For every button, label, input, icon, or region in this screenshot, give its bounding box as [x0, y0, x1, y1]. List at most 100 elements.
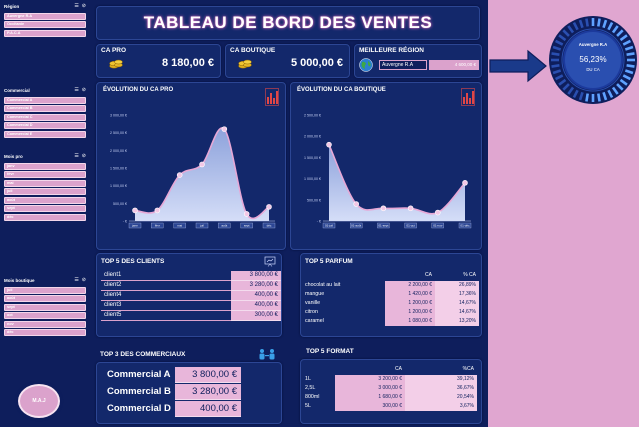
table-row: 800ml 1 680,00 €20,54% — [303, 393, 477, 402]
y-tick-label: 3 000,00 € — [110, 114, 127, 118]
slicer-title: Région — [4, 4, 20, 9]
slicer-item[interactable]: déc — [4, 213, 86, 221]
table-row: client5 300,00 € — [101, 311, 281, 321]
x-tick-label: 01-déc — [460, 224, 470, 228]
data-point — [435, 209, 441, 216]
gauge-tick — [624, 69, 634, 75]
multi-select-icon[interactable]: ☰ — [74, 3, 79, 9]
slicer-mois-boutique: Mois boutique ☰ ⊘ juil août sept oct nov d… — [2, 276, 88, 336]
slicer-item[interactable]: Auvergne R.A — [4, 12, 86, 20]
data-point — [380, 205, 387, 212]
gauge-tick — [607, 89, 614, 99]
data-point — [154, 207, 161, 214]
commercial-name: Commercial B — [107, 386, 171, 397]
slicer-item[interactable]: mai — [4, 179, 86, 187]
parfum-pct: 17,36% — [435, 290, 479, 299]
multi-select-icon[interactable]: ☰ — [74, 87, 79, 93]
clear-filter-icon[interactable]: ⊘ — [81, 277, 86, 283]
data-point — [407, 205, 414, 212]
slicer-item[interactable]: Commercial C — [4, 113, 86, 121]
gauge-tick — [552, 45, 562, 51]
y-tick-label: - € — [123, 220, 127, 224]
table-row: mangue 1 420,00 €17,36% — [303, 290, 479, 299]
slicer-item[interactable]: Commercial D — [4, 122, 86, 129]
chart-ca-pro-panel: ÉVOLUTION DU CA PRO - € 500,00 € 1 000,00 … — [96, 82, 286, 250]
slicer-item[interactable]: Commercial E — [4, 130, 86, 138]
slicer-item[interactable]: juil — [4, 286, 86, 294]
globe-icon — [359, 58, 373, 72]
x-tick-box — [173, 222, 186, 229]
parfum-pct: 13,20% — [435, 317, 479, 326]
slicer-item[interactable]: févr — [4, 171, 86, 178]
kpi-label: CA BOUTIQUE — [230, 47, 276, 54]
gauge-tick — [585, 93, 589, 102]
kpi-ca-pro: CA PRO 8 180,00 € — [96, 44, 221, 78]
column-header: %CA — [462, 366, 474, 372]
parfum-name: caramel — [305, 318, 324, 324]
slicer-item[interactable]: Occitanie — [4, 21, 86, 28]
table-header: CA %CA — [303, 365, 477, 374]
parfum-name: mangue — [305, 291, 325, 297]
gauge-ring — [549, 16, 637, 104]
x-tick-box — [151, 222, 164, 229]
y-tick-label: 1 000,00 € — [304, 177, 321, 181]
gauge-tick — [597, 18, 601, 27]
slicer-title: Mois boutique — [4, 278, 35, 283]
format-ca: 3 000,00 € — [335, 384, 405, 393]
data-point — [353, 201, 359, 207]
y-tick-label: 1 500,00 € — [110, 167, 127, 171]
top-format-panel: CA %CA 1L 3 200,00 €39,12% 2,5L 3 000,00 €… — [300, 359, 482, 424]
slicer-item[interactable]: janv — [4, 162, 86, 170]
gauge-tick — [616, 29, 624, 37]
format-name: 1L — [305, 376, 311, 382]
page-title: TABLEAU DE BORD DES VENTES — [143, 13, 433, 32]
x-tick-box — [240, 222, 253, 229]
clear-filter-icon[interactable]: ⊘ — [81, 87, 86, 93]
x-tick-label: 01-nov — [433, 224, 443, 228]
x-tick-box — [128, 222, 142, 229]
table-row: client4 400,00 € — [101, 291, 281, 301]
people-icon — [259, 349, 275, 360]
clear-filter-icon[interactable]: ⊘ — [81, 153, 86, 159]
client-value: 400,00 € — [231, 291, 281, 301]
slicer-item[interactable]: juil — [4, 188, 86, 195]
gauge-tick — [572, 21, 579, 31]
multi-select-icon[interactable]: ☰ — [74, 277, 79, 283]
x-tick-box — [218, 222, 231, 229]
chart-title: ÉVOLUTION DU CA BOUTIQUE — [297, 87, 386, 93]
maj-button[interactable]: M.A.J — [18, 384, 60, 418]
slicer-item[interactable]: P.A.C.A — [4, 29, 86, 37]
x-tick-box — [431, 222, 444, 229]
gauge-tick — [626, 52, 635, 56]
slicer-item[interactable]: août — [4, 295, 86, 302]
slicer-item[interactable]: août — [4, 196, 86, 204]
slicer-item[interactable]: oct — [4, 312, 86, 319]
table-row: Commercial D 400,00 € — [103, 401, 241, 417]
data-point — [199, 161, 205, 168]
best-region-value: 4 600,00 € — [429, 60, 479, 70]
parfum-pct: 26,89% — [435, 281, 479, 290]
x-tick-box — [195, 222, 209, 229]
x-tick-label: févr — [155, 224, 160, 228]
slicer-item[interactable]: Commercial B — [4, 105, 86, 112]
slicer-item[interactable]: nov — [4, 320, 86, 328]
x-tick-label: mai — [177, 224, 182, 228]
clear-filter-icon[interactable]: ⊘ — [81, 3, 86, 9]
parfum-ca: 1 200,00 € — [385, 308, 435, 317]
arrow-right-icon — [489, 49, 547, 83]
slicer-item[interactable]: sept — [4, 205, 86, 212]
table-row: client2 3 280,00 € — [101, 281, 281, 291]
slicer-item[interactable]: déc — [4, 329, 86, 336]
gauge-tick — [562, 29, 570, 37]
y-tick-label: 500,00 € — [307, 198, 321, 202]
slicer-item[interactable]: Commercial A — [4, 96, 86, 104]
gauge-percent: 56,23% — [579, 55, 607, 64]
multi-select-icon[interactable]: ☰ — [74, 153, 79, 159]
client-value: 3 800,00 € — [231, 271, 281, 281]
section-title: TOP 5 FORMAT — [306, 348, 354, 355]
dashboard-main: TABLEAU DE BORD DES VENTES CA PRO 8 180,… — [90, 0, 488, 427]
gauge-tick — [622, 74, 632, 81]
column-header: % CA — [463, 272, 476, 278]
gauge-tick — [551, 52, 560, 56]
slicer-item[interactable]: sept — [4, 303, 86, 311]
